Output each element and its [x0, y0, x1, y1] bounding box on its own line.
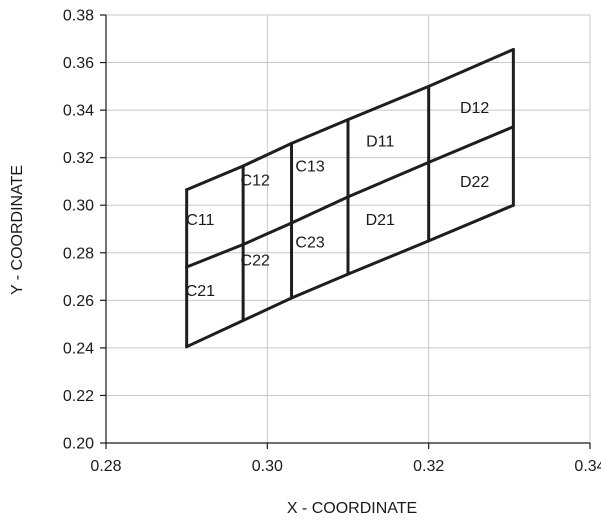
cell-label-d21: D21 [366, 212, 395, 229]
cell-label-c13: C13 [295, 158, 324, 175]
tick-labels: 0.20 0.22 0.24 0.26 0.28 0.30 0.32 0.34 0.36 0.38… [63, 8, 601, 476]
y-tick-label: 0.28 [63, 245, 94, 262]
cell-label-d12: D12 [460, 100, 489, 117]
y-axis-title: Y - COORDINATE [9, 165, 26, 295]
y-tick-label: 0.26 [63, 293, 94, 310]
cell-label-c12: C12 [241, 173, 270, 190]
cell-label-c21: C21 [186, 283, 215, 300]
x-tick-label: 0.28 [90, 458, 121, 475]
y-tick-label: 0.34 [63, 103, 94, 120]
y-tick-label: 0.20 [63, 436, 94, 453]
y-tick-label: 0.38 [63, 8, 94, 25]
cell-labels: C11 C12 C13 D11 D12 C21 C22 C23 D21 D22 [186, 100, 490, 300]
cell-label-c23: C23 [295, 234, 324, 251]
x-tick-label: 0.30 [252, 458, 283, 475]
x-axis-title: X - COORDINATE [287, 500, 417, 517]
y-tick-label: 0.24 [63, 340, 94, 357]
y-tick-label: 0.22 [63, 388, 94, 405]
mesh-bottom-edge [185, 203, 515, 349]
mesh-top-edge [185, 47, 515, 192]
cell-mesh [185, 47, 515, 349]
y-tick-label: 0.30 [63, 198, 94, 215]
tick-marks [100, 14, 591, 449]
cell-label-c11: C11 [186, 212, 214, 229]
y-tick-label: 0.36 [63, 55, 94, 72]
x-tick-label: 0.32 [413, 458, 444, 475]
cell-label-d11: D11 [366, 133, 394, 150]
plot-frame [105, 15, 590, 444]
x-tick-label: 0.34 [574, 458, 601, 475]
mesh-middle-line [185, 125, 515, 269]
cell-label-c22: C22 [241, 252, 270, 269]
cell-label-d22: D22 [460, 174, 489, 191]
y-tick-label: 0.32 [63, 150, 94, 167]
